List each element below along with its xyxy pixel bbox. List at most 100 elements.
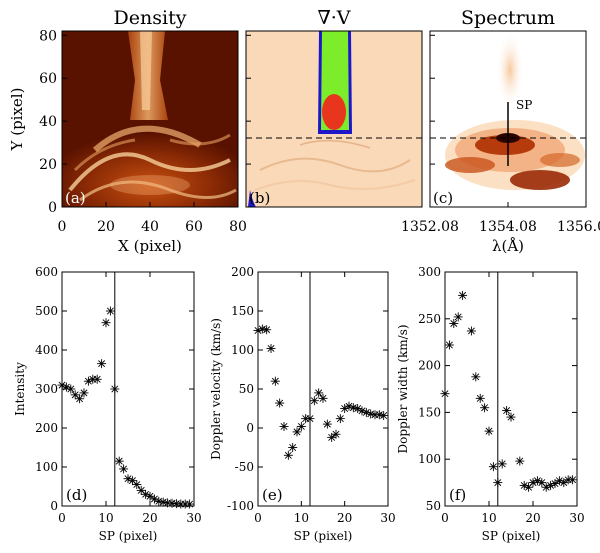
data-point — [185, 499, 195, 509]
density-x-tick-label: 80 — [229, 219, 247, 235]
y-tick-label: 250 — [418, 312, 441, 326]
data-point — [296, 421, 306, 431]
data-point — [466, 326, 476, 336]
data-point — [66, 384, 76, 394]
divergence-image — [246, 31, 422, 207]
y-tick-label: 400 — [35, 343, 58, 357]
panel-label: (d) — [66, 486, 87, 504]
x-tick-label: 10 — [481, 511, 496, 525]
data-point — [568, 475, 578, 485]
data-point — [279, 421, 289, 431]
top-ylabel: Y (pixel) — [8, 88, 26, 152]
data-point — [309, 396, 319, 406]
data-point — [92, 374, 102, 384]
data-point — [322, 419, 332, 429]
y-tick-label: 200 — [231, 265, 254, 279]
x-tick-label: 0 — [441, 511, 449, 525]
y-tick-label: 50 — [239, 382, 254, 396]
y-tick-label: 600 — [35, 265, 58, 279]
spectrum-x-tick-label: 1354.08 — [479, 219, 537, 235]
data-point — [453, 312, 463, 322]
y-tick-label: 150 — [231, 304, 254, 318]
x-tick-label: 10 — [294, 511, 309, 525]
top-y-tick-label: 20 — [39, 157, 57, 173]
data-point — [331, 429, 341, 439]
density-x-tick-label: 60 — [185, 219, 203, 235]
x-tick-label: 10 — [98, 511, 113, 525]
data-point — [488, 462, 498, 472]
panel-label-c: (c) — [433, 189, 453, 207]
y-tick-label: 150 — [418, 405, 441, 419]
data-point — [105, 306, 115, 316]
data-point — [480, 403, 490, 413]
data-point — [484, 426, 494, 436]
data-point — [537, 478, 547, 488]
data-point — [493, 478, 503, 488]
y-tick-label: 300 — [418, 265, 441, 279]
y-tick-label: 0 — [50, 499, 58, 513]
density-x-tick-label: 40 — [141, 219, 159, 235]
data-point — [550, 479, 560, 489]
data-point — [318, 393, 328, 403]
y-tick-label: -100 — [227, 499, 254, 513]
x-tick-label: 30 — [569, 511, 584, 525]
data-point — [515, 456, 525, 466]
data-point — [305, 414, 315, 424]
y-tick-label: -50 — [235, 460, 254, 474]
data-point — [506, 412, 516, 422]
data-point — [101, 318, 111, 328]
x-tick-label: 20 — [142, 511, 157, 525]
data-point — [75, 394, 85, 404]
scatter-plot-2: -100 -50 0 50 100 150 200 0 10 20 30 (e) SP (pixel) D… — [209, 265, 396, 543]
data-point — [119, 464, 129, 474]
data-point — [262, 325, 272, 335]
x-axis-label: SP (pixel) — [294, 529, 353, 543]
top-y-tick-label: 80 — [39, 28, 57, 44]
data-point — [288, 443, 298, 452]
density-x-tick-label: 20 — [97, 219, 115, 235]
divergence-frame — [245, 30, 423, 208]
top-y-tick-label: 40 — [39, 114, 57, 130]
data-point — [149, 494, 159, 504]
data-point — [314, 388, 324, 398]
density-xlabel: X (pixel) — [118, 237, 182, 255]
spectrum-x-tick-label: 1352.08 — [401, 219, 459, 235]
y-tick-label: 200 — [35, 421, 58, 435]
data-point — [440, 389, 450, 399]
y-tick-label: 100 — [418, 452, 441, 466]
y-tick-label: 100 — [35, 460, 58, 474]
data-point — [344, 401, 354, 411]
y-tick-label: 100 — [231, 343, 254, 357]
x-tick-label: 0 — [254, 511, 262, 525]
data-point — [497, 459, 507, 469]
y-axis-label: Doppler velocity (km/s) — [209, 318, 223, 460]
y-axis-label: Doppler width (km/s) — [396, 324, 410, 453]
top-y-ticks: 0 20 40 60 80 — [39, 28, 435, 216]
y-tick-label: 300 — [35, 382, 58, 396]
data-point — [132, 480, 142, 490]
y-tick-label: 500 — [35, 304, 58, 318]
x-axis-label: SP (pixel) — [482, 529, 541, 543]
sp-marker-label: SP — [516, 98, 532, 112]
data-point — [335, 414, 345, 424]
plot-frame — [444, 271, 578, 507]
data-point — [292, 427, 302, 437]
data-point — [475, 393, 485, 403]
data-point — [444, 340, 454, 350]
data-point — [449, 318, 459, 328]
top-y-tick-label: 0 — [48, 200, 57, 216]
title-density: Density — [114, 7, 187, 29]
x-tick-label: 0 — [58, 511, 66, 525]
x-tick-label: 20 — [525, 511, 540, 525]
title-divergence: ∇·V — [317, 7, 350, 29]
x-tick-label: 30 — [186, 511, 201, 525]
y-tick-label: 0 — [246, 421, 254, 435]
data-point — [253, 326, 263, 335]
data-point — [257, 324, 267, 334]
panel-label-a: (a) — [65, 189, 86, 207]
data-point — [266, 343, 276, 353]
data-point — [97, 359, 107, 369]
data-point — [502, 406, 512, 416]
